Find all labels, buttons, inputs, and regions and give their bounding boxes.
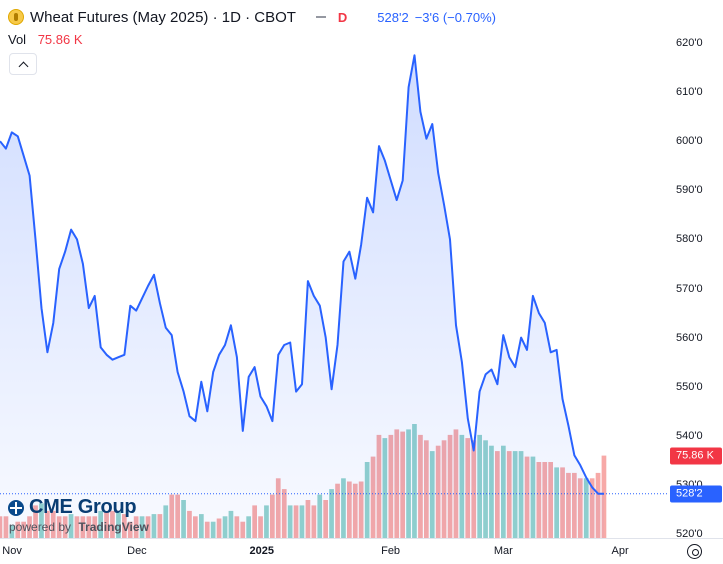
tradingview-text: TradingView [78, 520, 149, 534]
price-tick-label: 520'0 [676, 528, 703, 540]
legend-header: Wheat Futures (May 2025) · 1D · CBOT D 5… [8, 6, 496, 28]
price-tick-label: 540'0 [676, 429, 703, 442]
symbol-title[interactable]: Wheat Futures (May 2025) · 1D · CBOT [30, 8, 296, 26]
price-axis-tag: 528'2 [670, 485, 722, 503]
chart-area[interactable]: Wheat Futures (May 2025) · 1D · CBOT D 5… [0, 0, 668, 538]
time-tick-label: Feb [381, 545, 401, 557]
time-axis[interactable]: Nov Dec 2025 Feb Mar Apr [0, 538, 723, 564]
last-price: 528'2 [377, 9, 409, 25]
volume-value: 75.86 K [37, 32, 83, 47]
time-tick-label: Dec [127, 545, 147, 557]
price-tick-label: 620'0 [676, 37, 703, 49]
powered-by-text: powered by [9, 520, 72, 534]
price-tick-label: 580'0 [676, 233, 703, 246]
price-tick-label: 560'0 [676, 331, 703, 344]
volume-label[interactable]: Vol [8, 32, 27, 47]
time-tick-label: 2025 [249, 545, 274, 557]
collapse-legend-button[interactable] [9, 53, 37, 75]
cme-globe-icon [8, 499, 24, 516]
time-tick-label: Mar [493, 545, 513, 557]
price-area [0, 55, 604, 538]
price-tick-label: 570'0 [676, 282, 703, 295]
price-chart [0, 54, 668, 538]
chevron-up-icon [18, 61, 28, 71]
price-tick-label: 550'0 [676, 380, 703, 393]
cme-brand: CME Group [29, 496, 137, 518]
wheat-symbol-icon [8, 9, 24, 25]
price-line [0, 54, 604, 495]
price-tick-label: 600'0 [676, 135, 703, 148]
price-tick-label: 610'0 [676, 86, 703, 99]
time-tick-label: Apr [611, 545, 629, 557]
time-tick-label: Nov [2, 545, 22, 557]
price-tick-label: 590'0 [676, 184, 703, 197]
minus-icon [315, 16, 326, 18]
delayed-flag[interactable]: D [337, 9, 348, 25]
price-change: −3'6 (−0.70%) [414, 9, 496, 25]
settings-gear-icon[interactable] [687, 544, 702, 559]
volume-legend: Vol 75.86 K [8, 32, 83, 47]
price-axis[interactable]: 620'0 610'0 600'0 590'0 580'0 570'0 560'0 550'0… [668, 0, 723, 540]
cme-logo[interactable]: CME Group powered by TradingView [8, 496, 149, 534]
volume-axis-tag: 75.86 K [670, 447, 722, 465]
